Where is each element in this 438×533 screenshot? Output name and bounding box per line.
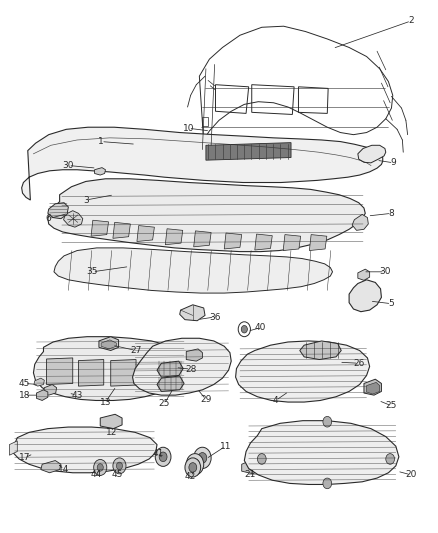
Text: 42: 42	[185, 472, 196, 481]
Polygon shape	[300, 341, 341, 360]
Polygon shape	[10, 441, 17, 455]
Polygon shape	[43, 384, 57, 395]
Text: 6: 6	[46, 214, 52, 223]
Circle shape	[189, 463, 197, 472]
Polygon shape	[309, 235, 327, 251]
Polygon shape	[133, 338, 231, 395]
Text: 28: 28	[185, 365, 196, 374]
Polygon shape	[364, 379, 381, 395]
Circle shape	[386, 454, 395, 464]
Polygon shape	[41, 461, 61, 473]
Circle shape	[258, 454, 266, 464]
Polygon shape	[180, 305, 205, 321]
Text: 21: 21	[244, 471, 255, 479]
Polygon shape	[224, 233, 242, 249]
Polygon shape	[206, 143, 291, 160]
Text: 1: 1	[98, 137, 104, 146]
Polygon shape	[95, 167, 106, 175]
Polygon shape	[48, 179, 365, 252]
Polygon shape	[283, 235, 300, 251]
Text: 29: 29	[200, 395, 212, 404]
Text: 18: 18	[19, 391, 31, 400]
Polygon shape	[244, 421, 399, 484]
Circle shape	[194, 447, 211, 469]
Circle shape	[241, 326, 247, 333]
Circle shape	[155, 447, 171, 466]
Circle shape	[323, 416, 332, 427]
Polygon shape	[34, 378, 44, 386]
Circle shape	[117, 462, 123, 470]
Circle shape	[97, 464, 103, 471]
Polygon shape	[255, 234, 272, 250]
Text: 30: 30	[379, 268, 391, 276]
Text: 27: 27	[131, 346, 142, 355]
Circle shape	[198, 453, 207, 463]
Text: 4: 4	[273, 396, 279, 405]
Polygon shape	[100, 414, 122, 429]
Circle shape	[191, 459, 199, 470]
Polygon shape	[113, 222, 131, 238]
Polygon shape	[101, 340, 117, 349]
Text: 45: 45	[19, 379, 30, 388]
Text: 3: 3	[83, 196, 89, 205]
Text: 5: 5	[389, 299, 394, 308]
Polygon shape	[13, 427, 157, 473]
Text: 35: 35	[87, 268, 98, 276]
Circle shape	[94, 459, 107, 475]
Polygon shape	[358, 146, 386, 163]
Text: 2: 2	[408, 17, 414, 26]
Polygon shape	[165, 229, 183, 245]
Polygon shape	[349, 280, 381, 312]
Polygon shape	[78, 360, 104, 386]
Polygon shape	[157, 376, 184, 391]
Circle shape	[113, 458, 126, 474]
Text: 36: 36	[209, 312, 220, 321]
Text: 10: 10	[183, 124, 194, 133]
Text: 25: 25	[159, 399, 170, 408]
Text: 11: 11	[220, 442, 231, 451]
Text: 26: 26	[353, 359, 364, 368]
Text: 9: 9	[391, 158, 396, 167]
Text: 44: 44	[90, 471, 102, 479]
Circle shape	[323, 478, 332, 489]
Polygon shape	[242, 461, 261, 474]
Text: 14: 14	[58, 465, 70, 474]
Polygon shape	[48, 203, 68, 219]
Polygon shape	[137, 225, 154, 241]
Polygon shape	[236, 341, 370, 402]
Text: 17: 17	[19, 454, 31, 463]
Text: 13: 13	[100, 398, 111, 407]
Text: 8: 8	[389, 209, 394, 218]
Polygon shape	[186, 349, 202, 361]
Polygon shape	[46, 358, 73, 384]
Polygon shape	[358, 269, 370, 280]
Text: 43: 43	[71, 391, 83, 400]
Polygon shape	[36, 390, 48, 400]
Polygon shape	[99, 337, 119, 351]
Text: 25: 25	[386, 401, 397, 410]
Polygon shape	[54, 248, 332, 293]
Polygon shape	[367, 382, 380, 394]
Circle shape	[186, 454, 204, 475]
Polygon shape	[157, 361, 183, 377]
Text: 30: 30	[63, 161, 74, 170]
Polygon shape	[64, 211, 83, 227]
Polygon shape	[33, 337, 186, 400]
Polygon shape	[111, 360, 136, 386]
Polygon shape	[91, 220, 109, 236]
Circle shape	[185, 458, 201, 477]
Text: 40: 40	[255, 323, 266, 332]
Polygon shape	[21, 127, 383, 200]
Circle shape	[159, 452, 167, 462]
Text: 12: 12	[106, 428, 118, 437]
Polygon shape	[352, 214, 368, 230]
Text: 45: 45	[112, 471, 124, 479]
Text: 20: 20	[406, 471, 417, 479]
Polygon shape	[144, 360, 168, 384]
Polygon shape	[194, 231, 211, 247]
Text: 41: 41	[152, 449, 163, 458]
